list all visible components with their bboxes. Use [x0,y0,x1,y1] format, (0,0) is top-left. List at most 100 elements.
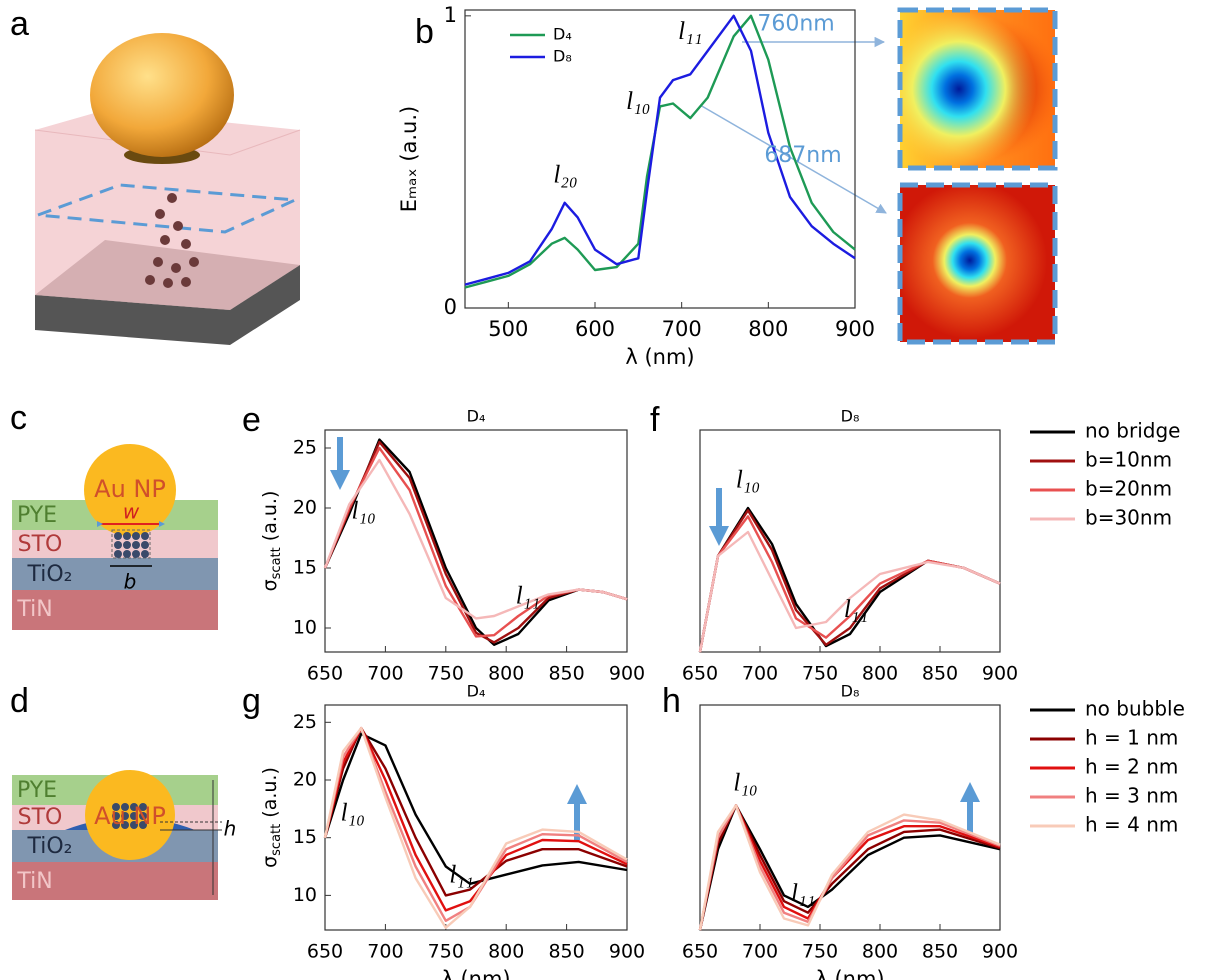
legend-label: no bridge [1085,419,1180,443]
annotation: l₁₀ [626,88,650,115]
y-axis-label: σscatt (a.u.) [259,491,284,592]
x-tick-label: 700 [742,941,778,963]
y-tick-label: 10 [293,617,317,639]
panel-label: f [650,401,660,439]
nanoparticle-render [34,33,301,345]
x-tick-label: 650 [307,941,343,963]
x-tick-label: 900 [982,663,1018,685]
chart-title: D₈ [841,682,860,701]
label: h [224,817,237,841]
label: TiN [16,869,52,894]
x-tick-label: 750 [802,663,838,685]
x-tick-label: 700 [367,941,403,963]
panel-label: g [242,682,261,720]
annotation: l₁₀ [733,769,757,796]
series-line [323,458,628,620]
x-tick-label: 800 [862,941,898,963]
x-tick-label: 750 [428,941,464,963]
x-axis-label: λ (nm) [815,967,884,980]
y-tick-label: 25 [293,437,317,459]
series-line [464,14,856,286]
x-tick-label: 650 [682,941,718,963]
label: TiN [16,597,52,622]
panel-label: d [10,682,29,720]
series-line [698,506,1001,653]
series-line [323,732,628,885]
plot-frame [699,704,1001,931]
series-line [698,530,1001,653]
annotation: l₂₀ [553,161,577,188]
y-tick-label: 20 [293,497,317,519]
y-tick-label: 1 [444,3,457,27]
label: PYE [17,503,57,528]
y-axis-label: Eₘₐₓ (a.u.) [397,106,421,213]
y-tick-label: 10 [293,884,317,906]
chart-title: D₈ [841,407,860,426]
symbol: σ [259,579,281,591]
x-tick-label: 850 [548,663,584,685]
legend-label: b=20nm [1085,477,1172,501]
chart-title: D₄ [467,682,486,701]
legend-label: h = 1 nm [1085,726,1178,750]
plot-frame [324,429,628,653]
label: TiO₂ [26,834,72,859]
x-tick-label: 600 [575,317,615,341]
trend-arrows [330,437,980,840]
x-tick-label: 900 [982,941,1018,963]
x-tick-label: 900 [835,317,875,341]
unit: (a.u.) [259,767,281,824]
legend-label: h = 4 nm [1085,813,1178,837]
x-tick-label: 750 [802,941,838,963]
label: PYE [17,778,57,803]
series-line [698,804,1001,931]
x-tick-label: 650 [682,663,718,685]
x-tick-label: 800 [862,663,898,685]
label: Au NP [94,475,166,503]
label: b [124,570,137,594]
annotation: l₁₁ [791,880,815,907]
x-tick-label: 700 [367,663,403,685]
annotation: l₁₀ [736,466,760,493]
legend-label: D₄ [553,25,572,44]
x-tick-label: 800 [488,663,524,685]
symbol: σ [259,856,281,868]
y-tick-label: 25 [293,711,317,733]
series-line [698,515,1001,653]
legend-label: h = 3 nm [1085,784,1178,808]
x-tick-label: 850 [922,663,958,685]
series-line [323,446,628,638]
stack-diagram-d [12,770,222,900]
plot-frame [324,704,628,931]
unit: (a.u.) [259,491,281,548]
series-line [698,509,1001,653]
panel-label: c [10,399,27,437]
x-tick-label: 500 [488,317,528,341]
series-line [323,726,628,929]
plot-frame [464,9,856,309]
annotation: 760nm [757,12,834,37]
legend-label: h = 2 nm [1085,755,1178,779]
legend-label: D₈ [553,47,572,66]
annotation: l₁₁ [516,583,540,610]
annotation: l₁₀ [341,799,365,826]
field-map-760 [897,7,1058,171]
y-tick-label: 15 [293,826,317,848]
annotation: 687nm [764,143,841,168]
x-tick-label: 800 [748,317,788,341]
x-tick-label: 850 [548,941,584,963]
field-map-687 [897,182,1058,345]
panel-label: a [10,5,29,43]
panel-label: e [242,401,261,439]
x-axis-label: λ (nm) [441,967,510,980]
annotation: l₁₀ [351,498,375,525]
annotation: l₁₁ [844,596,868,623]
x-tick-label: 650 [307,663,343,685]
x-tick-label: 750 [428,663,464,685]
annotation: l₁₁ [678,18,702,45]
annotation: l₁₁ [449,862,473,889]
x-tick-label: 700 [742,663,778,685]
y-axis-label: σscatt (a.u.) [259,767,284,868]
subscript: scatt [269,824,284,856]
label: w [123,500,140,524]
